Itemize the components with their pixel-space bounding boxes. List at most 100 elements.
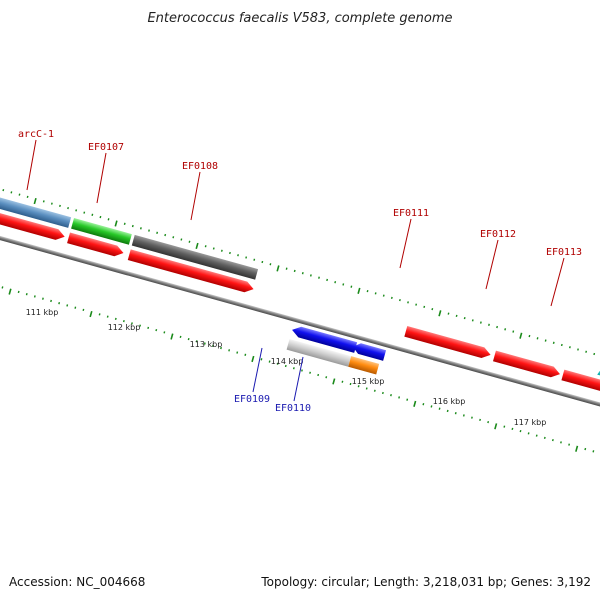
inner-minor-tick	[25, 293, 28, 296]
outer-minor-tick	[309, 274, 312, 277]
inner-minor-tick	[487, 420, 490, 424]
leader-EF0107	[96, 152, 107, 204]
inner-minor-tick	[527, 432, 530, 435]
cds-arrow-EF0108[interactable]	[127, 249, 255, 294]
cds-arrow-EF0109[interactable]	[291, 325, 358, 353]
gene-label-EF0107[interactable]: EF0107	[88, 142, 124, 153]
inner-major-tick	[8, 288, 12, 295]
leader-EF0108	[190, 171, 201, 221]
inner-minor-tick	[131, 322, 133, 325]
outer-minor-tick	[504, 328, 507, 331]
cds-arrow-EF0112[interactable]	[492, 350, 561, 380]
inner-minor-tick	[155, 328, 158, 332]
outer-minor-tick	[301, 272, 304, 275]
inner-minor-tick	[438, 407, 441, 410]
cds-arrow-arcC-1[interactable]	[0, 204, 66, 242]
outer-minor-tick	[10, 191, 13, 194]
kbp-labels: 111 kbp 112 kbp 113 kbp 114 kbp 115 kbp …	[26, 308, 547, 427]
outer-minor-tick	[123, 222, 126, 225]
outer-minor-tick	[390, 296, 393, 300]
inner-minor-tick	[592, 450, 595, 453]
outer-minor-tick	[552, 341, 555, 344]
inner-minor-tick	[244, 353, 247, 356]
outer-minor-tick	[131, 224, 134, 228]
outer-minor-tick	[229, 251, 231, 255]
outer-minor-tick	[488, 323, 490, 326]
outer-major-tick	[276, 265, 280, 272]
cds-arrow-EF0111[interactable]	[404, 326, 492, 360]
map-title: Enterococcus faecalis V583, complete gen…	[147, 11, 452, 26]
cds-arrow-EF0110[interactable]	[351, 341, 387, 361]
inner-major-tick	[89, 310, 93, 318]
inner-minor-tick	[66, 304, 69, 307]
inner-minor-tick	[228, 349, 231, 352]
outer-minor-tick	[423, 305, 426, 309]
inner-minor-tick	[568, 443, 571, 446]
inner-major-tick	[332, 378, 336, 385]
outer-minor-tick	[318, 276, 320, 279]
inner-minor-tick	[1, 286, 4, 289]
inner-minor-tick	[98, 313, 101, 316]
inner-minor-tick	[511, 427, 514, 431]
outer-minor-tick	[447, 312, 450, 315]
cds-arrow-EF0113[interactable]	[561, 369, 600, 400]
outer-minor-tick	[204, 245, 207, 248]
inner-minor-tick	[357, 385, 360, 388]
inner-minor-tick	[195, 340, 198, 343]
outer-minor-tick	[342, 283, 345, 286]
gene-label-EF0112[interactable]: EF0112	[480, 229, 516, 240]
inner-minor-tick	[381, 391, 384, 395]
inner-minor-tick	[139, 324, 142, 327]
outer-minor-tick	[172, 236, 175, 239]
inner-minor-tick	[365, 387, 368, 390]
reverse-gene-labels: EF0109 EF0110	[234, 347, 311, 414]
inner-minor-tick	[292, 367, 295, 370]
forward-gene-labels: arcC-1 EF0107 EF0108 EF0111 EF0112 EF011…	[18, 129, 582, 307]
gene-label-EF0113[interactable]: EF0113	[546, 247, 582, 258]
map-track-group	[0, 188, 600, 453]
outer-minor-tick	[463, 316, 466, 320]
outer-major-tick	[195, 242, 199, 250]
inner-minor-tick	[301, 369, 303, 372]
feature-EF0109[interactable]	[286, 339, 352, 367]
inner-minor-tick	[50, 299, 52, 303]
outer-minor-tick	[496, 325, 499, 329]
outer-minor-tick	[374, 292, 377, 295]
outer-minor-tick	[99, 215, 102, 219]
gene-label-arcC-1[interactable]: arcC-1	[18, 129, 54, 140]
inner-minor-tick	[373, 389, 376, 392]
inner-major-tick	[575, 445, 579, 452]
inner-minor-tick	[187, 337, 190, 341]
outer-minor-tick	[83, 211, 86, 214]
outer-minor-tick	[26, 195, 29, 199]
outer-major-tick	[438, 310, 442, 317]
leader-EF0109	[252, 347, 263, 393]
cds-arrow-EF0107[interactable]	[67, 232, 125, 259]
feature-arcC-1[interactable]	[0, 195, 72, 228]
outer-minor-tick	[50, 202, 53, 205]
outer-major-tick	[357, 287, 361, 294]
feature-EF0110[interactable]	[348, 356, 380, 375]
gene-label-EF0111[interactable]: EF0111	[393, 208, 429, 219]
outer-minor-tick	[91, 213, 94, 216]
inner-minor-tick	[211, 344, 214, 347]
outer-tick-marks	[2, 188, 596, 356]
leader-EF0110	[293, 356, 304, 402]
feature-EF0107[interactable]	[71, 218, 132, 245]
outer-major-tick	[519, 332, 523, 339]
outer-minor-tick	[188, 240, 191, 243]
gene-label-EF0108[interactable]: EF0108	[182, 161, 218, 172]
inner-minor-tick	[479, 418, 481, 422]
feature-EF0108[interactable]	[131, 234, 259, 280]
outer-minor-tick	[471, 319, 474, 322]
inner-minor-tick	[106, 315, 109, 318]
kbp-label-117: 117 kbp	[514, 418, 547, 427]
gene-label-EF0109[interactable]: EF0109	[234, 394, 270, 405]
inner-minor-tick	[390, 394, 392, 397]
outer-minor-tick	[479, 321, 482, 324]
inner-minor-tick	[163, 331, 166, 334]
inner-minor-tick	[284, 364, 287, 368]
gene-label-EF0110[interactable]: EF0110	[275, 403, 311, 414]
outer-minor-tick	[398, 298, 401, 302]
outer-minor-tick	[577, 348, 579, 351]
